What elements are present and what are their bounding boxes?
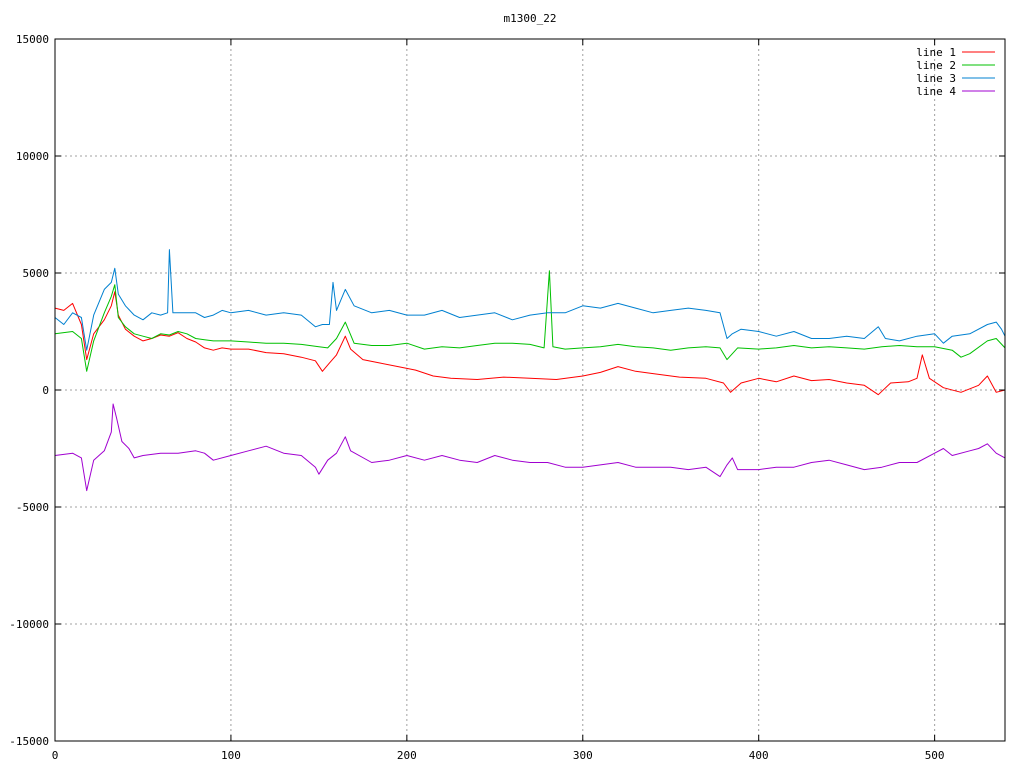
series-lines: [54, 249, 1006, 492]
legend-label: line 3: [916, 72, 956, 85]
legend-label: line 1: [916, 46, 956, 59]
legend-label: line 2: [916, 59, 956, 72]
grid: [55, 39, 1005, 741]
x-tick-label: 0: [52, 749, 59, 762]
x-tick-label: 300: [573, 749, 593, 762]
y-tick-label: -5000: [16, 501, 49, 514]
axis-ticks: -15000 -10000 -5000 0 5000 10000 15000 0 100 200 3…: [9, 33, 1005, 762]
y-tick-label: 5000: [23, 267, 50, 280]
x-tick-label: 100: [221, 749, 241, 762]
y-tick-label: -10000: [9, 618, 49, 631]
series-1-line: [54, 291, 1006, 396]
series-3-line: [54, 249, 1006, 351]
y-tick-label: 15000: [16, 33, 49, 46]
y-tick-label: -15000: [9, 735, 49, 748]
y-tick-label: 10000: [16, 150, 49, 163]
chart-title: m1300_22: [504, 12, 557, 25]
legend-label: line 4: [916, 85, 956, 98]
x-tick-label: 500: [925, 749, 945, 762]
x-tick-label: 400: [749, 749, 769, 762]
series-2-line: [54, 270, 1006, 372]
y-tick-label: 0: [42, 384, 49, 397]
series-4-line: [54, 403, 1006, 492]
x-tick-label: 200: [397, 749, 417, 762]
